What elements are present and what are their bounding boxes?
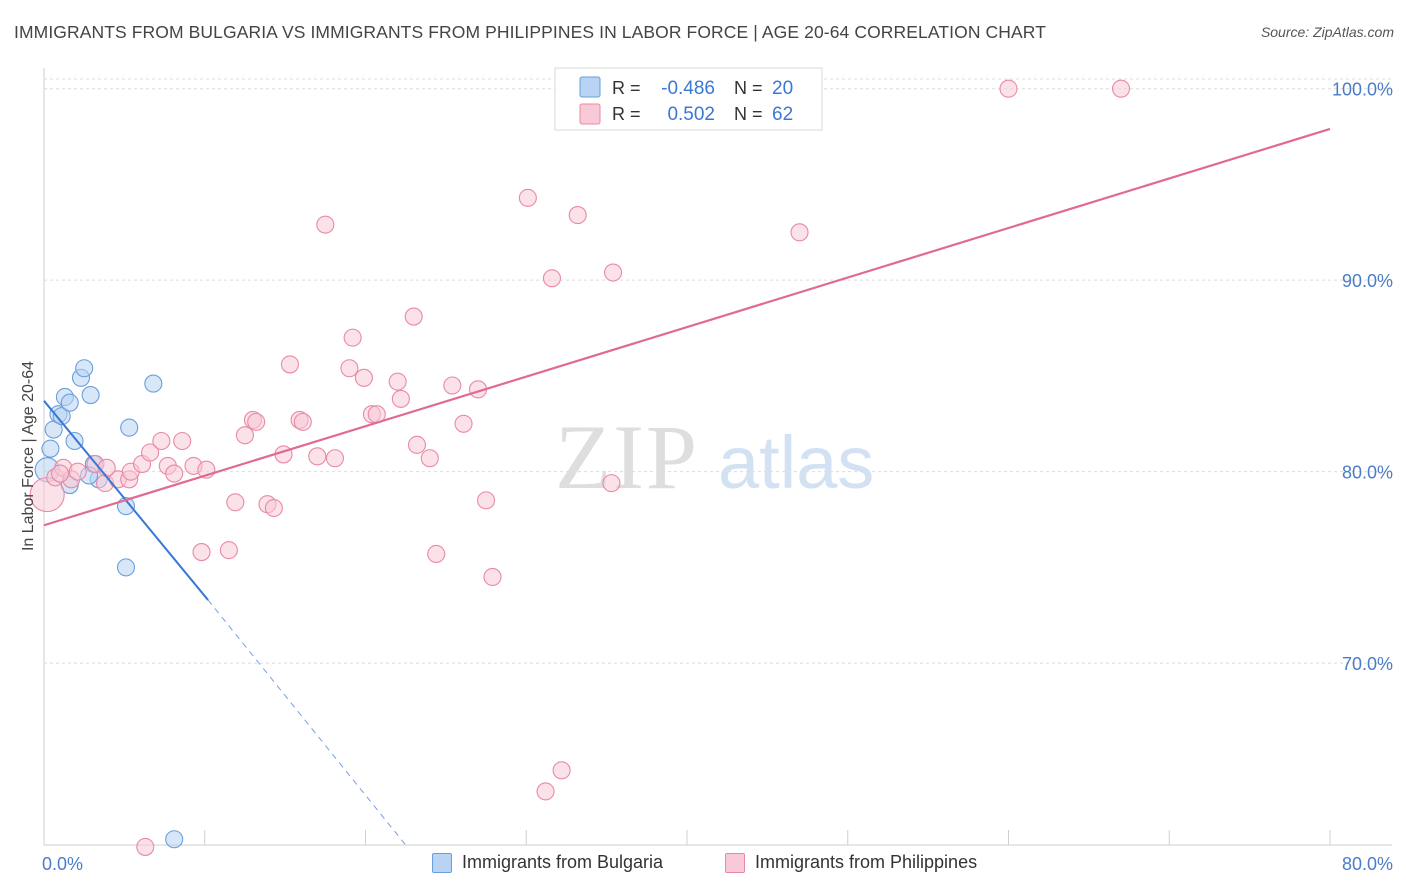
axis-layer bbox=[43, 68, 1392, 846]
source-label: Source: ZipAtlas.com bbox=[1260, 24, 1394, 40]
point-philippines-43 bbox=[427, 544, 446, 564]
point-philippines-58 bbox=[1111, 79, 1131, 98]
trend-layer bbox=[43, 127, 1331, 846]
legend-n-label-philippines: N = bbox=[734, 104, 763, 124]
point-philippines-50 bbox=[542, 269, 562, 288]
y-axis-label: In Labor Force | Age 20-64 bbox=[20, 361, 37, 551]
point-bulgaria-4 bbox=[52, 407, 71, 426]
point-bulgaria-7 bbox=[65, 431, 84, 451]
point-philippines-31 bbox=[316, 215, 335, 234]
y-tick-label-70: 70.0% bbox=[1342, 654, 1393, 674]
point-philippines-59 bbox=[97, 458, 116, 477]
point-philippines-60 bbox=[51, 464, 70, 483]
point-bulgaria-1 bbox=[41, 439, 60, 458]
point-philippines-44 bbox=[443, 376, 462, 395]
point-philippines-45 bbox=[454, 414, 473, 433]
trendline-philippines bbox=[43, 127, 1331, 527]
legend-bottom-swatch-philippines bbox=[725, 852, 745, 873]
point-philippines-23 bbox=[247, 412, 266, 431]
point-philippines-20 bbox=[226, 493, 245, 512]
points-layer bbox=[29, 79, 1131, 856]
legend-n-value-bulgaria: 20 bbox=[772, 78, 793, 99]
watermark: ZIP atlas bbox=[555, 406, 874, 508]
legend-n-value-philippines: 62 bbox=[772, 104, 793, 125]
point-philippines-42 bbox=[420, 449, 439, 468]
legend-bottom-label-bulgaria: Immigrants from Bulgaria bbox=[462, 852, 664, 872]
point-philippines-49 bbox=[518, 188, 537, 207]
trendline-bulgaria-extension bbox=[207, 599, 407, 846]
legend-r-label-philippines: R = bbox=[612, 104, 641, 124]
point-philippines-18 bbox=[192, 543, 211, 562]
point-philippines-54 bbox=[602, 474, 621, 493]
y-tick-label-90: 90.0% bbox=[1342, 271, 1393, 291]
legend-r-label-bulgaria: R = bbox=[612, 78, 641, 98]
point-philippines-40 bbox=[404, 307, 423, 326]
point-philippines-32 bbox=[325, 449, 345, 468]
y-tick-label-100: 100.0% bbox=[1332, 80, 1393, 100]
point-philippines-15 bbox=[173, 431, 192, 451]
x-tick-label-min: 0.0% bbox=[42, 854, 83, 874]
point-philippines-14 bbox=[165, 464, 184, 483]
point-philippines-51 bbox=[536, 782, 555, 801]
y-tick-label-80: 80.0% bbox=[1342, 463, 1393, 483]
point-philippines-30 bbox=[308, 447, 327, 466]
tick-label-layer: 70.0% 80.0% 90.0% 100.0% 0.0% 80.0% bbox=[42, 80, 1393, 874]
point-philippines-21 bbox=[235, 426, 254, 445]
point-bulgaria-15 bbox=[120, 418, 139, 437]
watermark-atlas: atlas bbox=[718, 421, 874, 504]
point-philippines-12 bbox=[152, 431, 171, 451]
point-philippines-4 bbox=[68, 462, 87, 481]
point-bulgaria-10 bbox=[81, 386, 100, 405]
point-bulgaria-18 bbox=[116, 558, 136, 577]
point-philippines-11 bbox=[141, 443, 160, 462]
chart-title: IMMIGRANTS FROM BULGARIA VS IMMIGRANTS F… bbox=[14, 22, 1046, 42]
point-bulgaria-6 bbox=[60, 393, 79, 412]
point-philippines-47 bbox=[477, 491, 496, 510]
legend-swatch-philippines bbox=[579, 103, 601, 125]
legend-r-value-philippines: 0.502 bbox=[667, 104, 715, 125]
point-philippines-56 bbox=[790, 223, 809, 242]
point-philippines-34 bbox=[340, 359, 359, 378]
legend-swatch-bulgaria bbox=[579, 76, 601, 98]
point-philippines-33 bbox=[343, 328, 362, 347]
point-philippines-39 bbox=[391, 389, 410, 408]
point-philippines-35 bbox=[354, 368, 373, 387]
point-philippines-25 bbox=[264, 498, 283, 518]
legend-item-philippines: Immigrants from Philippines bbox=[725, 852, 977, 873]
point-philippines-53 bbox=[568, 206, 587, 225]
point-philippines-48 bbox=[483, 567, 502, 587]
legend-r-value-bulgaria: -0.486 bbox=[661, 78, 715, 99]
point-philippines-19 bbox=[219, 541, 238, 560]
watermark-zip: ZIP bbox=[555, 406, 699, 508]
point-bulgaria-19 bbox=[165, 830, 184, 849]
legend-bottom: Immigrants from Bulgaria Immigrants from… bbox=[0, 852, 1406, 878]
point-philippines-55 bbox=[604, 263, 623, 282]
point-bulgaria-16 bbox=[144, 374, 163, 393]
point-philippines-29 bbox=[293, 412, 312, 431]
legend-bottom-swatch-bulgaria bbox=[432, 852, 452, 873]
point-philippines-41 bbox=[407, 435, 426, 454]
grid-layer bbox=[43, 78, 1392, 845]
legend-top: R = -0.486 N = 20 R = 0.502 N = 62 bbox=[554, 67, 823, 131]
x-tick-label-max: 80.0% bbox=[1342, 854, 1393, 874]
legend-item-bulgaria: Immigrants from Bulgaria bbox=[432, 852, 663, 873]
point-bulgaria-9 bbox=[75, 359, 94, 378]
legend-bottom-label-philippines: Immigrants from Philippines bbox=[755, 852, 978, 872]
legend-n-label-bulgaria: N = bbox=[734, 78, 763, 98]
point-philippines-57 bbox=[999, 79, 1018, 98]
point-philippines-52 bbox=[552, 761, 571, 780]
point-philippines-27 bbox=[280, 355, 299, 374]
point-philippines-38 bbox=[388, 372, 407, 391]
point-philippines-61 bbox=[136, 837, 155, 856]
